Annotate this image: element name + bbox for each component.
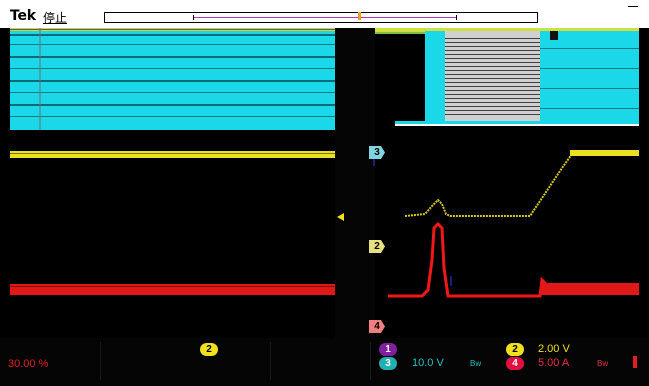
ch4-scale[interactable]: 5.00 A <box>538 357 570 369</box>
ch2-waveform <box>10 150 639 217</box>
brand-logo: Tek <box>10 8 36 24</box>
ch1-badge[interactable]: 1 <box>379 343 397 356</box>
ch4-waveform <box>10 146 639 298</box>
ch2-scale[interactable]: 2.00 V <box>538 343 570 355</box>
ch4-edge-indicator <box>633 356 637 368</box>
waveform-canvas <box>10 28 639 338</box>
ch3-scale[interactable]: 10.0 V <box>412 357 444 369</box>
ch3-bandwidth-limit-icon: Bw <box>470 359 482 368</box>
ch3-ground-marker[interactable]: 3 <box>369 146 385 159</box>
ch2-ground-marker[interactable]: 2 <box>369 240 385 253</box>
acquisition-status[interactable]: 停止 <box>43 11 68 25</box>
waveform-display[interactable]: 3 2 4 <box>10 28 639 338</box>
ch2-badge[interactable]: 2 <box>506 343 524 356</box>
ch3-badge[interactable]: 3 <box>379 357 397 370</box>
ch4-badge[interactable]: 4 <box>506 357 524 370</box>
record-view-window[interactable] <box>193 12 457 20</box>
divider <box>628 6 638 7</box>
ch4-bandwidth-limit-icon: Bw <box>597 359 609 368</box>
trigger-arrow-icon[interactable] <box>337 213 344 221</box>
ch4-ground-marker[interactable]: 4 <box>369 320 385 333</box>
trigger-position-percent: 30.00 % <box>8 358 49 370</box>
gap-region <box>335 28 375 338</box>
divider <box>270 342 271 380</box>
top-status-bar: Tek 停止 <box>0 0 649 28</box>
trigger-position-icon <box>358 12 361 20</box>
bottom-readout-bar: 30.00 % 2 1 3 10.0 V Bw 2 2.00 V 4 5.00 … <box>0 338 649 386</box>
record-length-bar[interactable] <box>104 12 538 23</box>
ch3-waveform-left <box>10 28 335 130</box>
ch3-waveform-right <box>375 28 639 126</box>
divider <box>100 342 101 380</box>
ch2-trigger-source-badge[interactable]: 2 <box>200 343 218 356</box>
divider <box>370 342 371 380</box>
